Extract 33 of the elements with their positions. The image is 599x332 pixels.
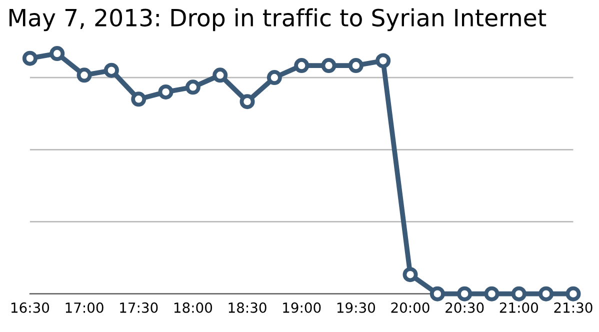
point <box>402 267 418 282</box>
point <box>22 50 38 66</box>
x-tick-label: 20:00 <box>391 302 430 313</box>
x-tick-label: 21:00 <box>500 302 538 313</box>
x-tick-label: 19:30 <box>337 302 376 313</box>
point <box>538 286 554 302</box>
point <box>266 70 282 86</box>
point <box>348 58 364 74</box>
point <box>457 286 472 302</box>
point <box>321 58 336 74</box>
point <box>158 84 174 100</box>
x-tick-label: 19:00 <box>283 302 321 313</box>
point <box>566 286 581 302</box>
point <box>212 68 228 83</box>
point <box>430 286 445 302</box>
chart-title: May 7, 2013: Drop in traffic to Syrian Internet <box>10 8 546 32</box>
point <box>294 58 310 74</box>
x-tick-label: 17:00 <box>66 302 104 313</box>
point <box>131 92 146 107</box>
x-tick-label: 17:30 <box>120 302 158 313</box>
point <box>185 80 200 95</box>
point <box>104 62 119 78</box>
x-tick-label: 21:30 <box>554 302 592 313</box>
point <box>76 68 92 83</box>
x-tick-label: 18:30 <box>228 302 266 313</box>
x-tick-label: 18:00 <box>174 302 212 313</box>
x-tick-label: 16:30 <box>11 302 50 313</box>
point <box>511 286 526 302</box>
x-tick-label: 20:30 <box>446 302 484 313</box>
point <box>376 53 391 68</box>
point <box>240 94 255 110</box>
point <box>50 46 65 62</box>
point <box>484 286 500 302</box>
